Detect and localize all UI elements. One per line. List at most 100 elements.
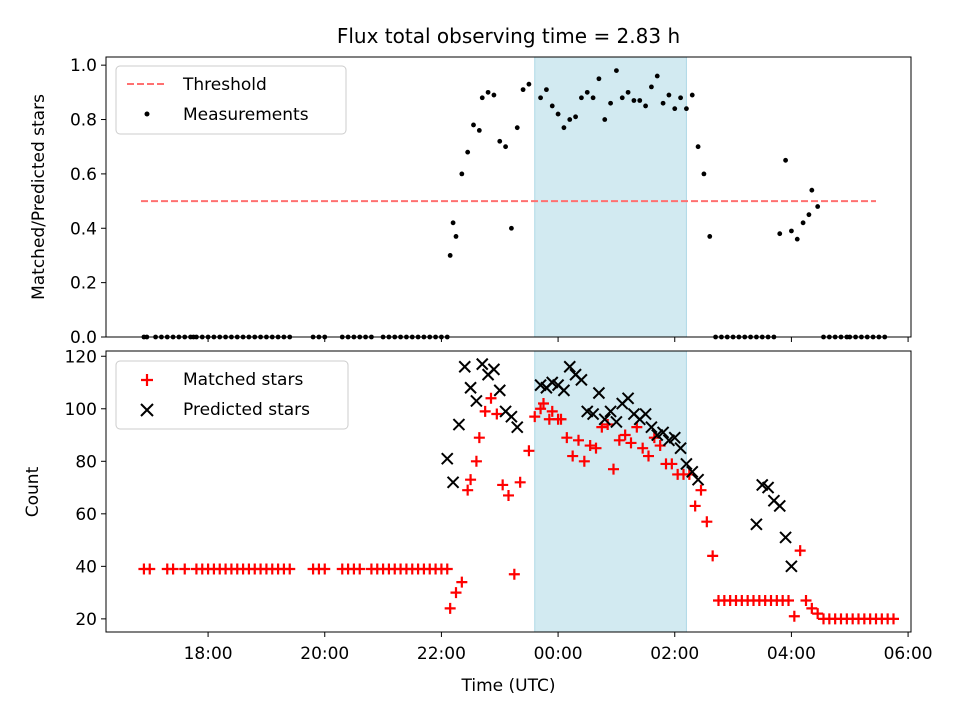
- predicted-stars-point: [639, 407, 652, 421]
- predicted-stars-point: [761, 481, 775, 494]
- matched-stars-point: [707, 550, 719, 562]
- measurement-point: [660, 100, 666, 106]
- matched-stars-point: [590, 442, 602, 454]
- matched-stars-point: [144, 563, 156, 575]
- x-tick-label: 02:00: [650, 644, 699, 664]
- bottom-observing-window-layer: [534, 350, 687, 633]
- measurement-point: [509, 225, 514, 231]
- bottom-legend-box: [115, 360, 349, 430]
- matched-stars-point: [625, 437, 637, 449]
- predicted-stars-point: [604, 405, 617, 418]
- bottom-y-tick-label: 20: [75, 610, 97, 630]
- measurement-point: [573, 114, 578, 120]
- matched-stars-point: [794, 545, 806, 557]
- bottom-y-axis-label: Count: [23, 466, 43, 517]
- measurement-point: [614, 68, 619, 73]
- predicted-stars-point: [691, 473, 705, 486]
- measurement-point: [631, 98, 637, 103]
- predicted-stars-point: [441, 452, 454, 465]
- matched-stars-point: [567, 450, 579, 462]
- matched-stars-point: [546, 405, 558, 417]
- measurement-point: [590, 95, 596, 101]
- top-observing-window-layer: [534, 56, 687, 338]
- measurement-point: [602, 117, 608, 122]
- top-y-tick-label: 0.8: [70, 111, 97, 131]
- predicted-stars-point: [470, 394, 483, 408]
- measurement-point: [800, 220, 806, 226]
- matched-stars-point: [806, 602, 818, 614]
- matched-stars-point: [584, 440, 596, 452]
- bottom-y-tick-label: 100: [65, 400, 97, 420]
- matched-stars-point: [441, 563, 453, 575]
- predicted-stars-point: [680, 457, 693, 471]
- measurement-point: [689, 92, 695, 98]
- matched-stars-point: [888, 613, 899, 625]
- measurement-point: [707, 234, 713, 239]
- matched-stars-point: [465, 474, 477, 486]
- matched-stars-point: [783, 594, 794, 606]
- matched-stars-point: [812, 608, 824, 620]
- predicted-stars-point: [668, 431, 681, 444]
- predicted-stars-legend-label: Predicted stars: [183, 400, 310, 420]
- top-legend: Threshold Measurements: [115, 65, 347, 135]
- matched-stars-point: [689, 500, 701, 512]
- measurement-point: [453, 234, 459, 239]
- top-y-tick-label: 0.0: [70, 328, 97, 348]
- measurement-point: [447, 253, 453, 258]
- matched-stars-point: [456, 576, 468, 588]
- matched-stars-point: [444, 602, 456, 614]
- measurement-point: [809, 187, 815, 193]
- measurement-point: [649, 84, 654, 90]
- measurement-point: [625, 89, 631, 95]
- top-y-axis-label: Matched/Predicted stars: [29, 94, 49, 300]
- measurement-point: [538, 95, 543, 101]
- predicted-stars-point: [464, 381, 477, 394]
- measurement-point: [485, 89, 491, 95]
- measurement-point: [561, 125, 567, 131]
- top-observing-window-band: [534, 56, 687, 338]
- matched-stars-point: [473, 432, 485, 444]
- matched-stars-point: [497, 479, 509, 491]
- matched-stars-point: [354, 563, 366, 575]
- matched-stars-point: [637, 442, 649, 454]
- predicted-stars-point: [656, 426, 670, 439]
- matched-stars-point: [284, 563, 296, 575]
- measurement-point: [777, 231, 783, 237]
- predicted-stars-point: [446, 476, 460, 489]
- bottom-y-tick-label: 80: [75, 452, 97, 472]
- matched-stars-point: [578, 455, 590, 467]
- measurement-point: [479, 95, 485, 101]
- measurement-point: [643, 103, 648, 109]
- predicted-stars-point: [575, 373, 588, 387]
- count-points-layer: [138, 357, 899, 625]
- measurement-point: [596, 76, 602, 82]
- predicted-stars-legend-marker: [140, 403, 154, 417]
- measurements-legend-marker: [144, 111, 150, 117]
- measurement-point: [471, 122, 476, 128]
- matched-stars-point: [462, 484, 474, 496]
- predicted-stars-point: [645, 420, 658, 434]
- matched-stars-point: [508, 568, 520, 580]
- predicted-stars-point: [487, 363, 501, 376]
- predicted-stars-point: [674, 441, 687, 455]
- top-axes: 0.0 0.2 0.4 0.6 0.8 1.0: [70, 56, 909, 348]
- predicted-stars-point: [610, 415, 623, 429]
- bottom-legend: Matched stars Predicted stars: [115, 360, 349, 430]
- measurement-point: [514, 125, 520, 131]
- matched-stars-point: [470, 455, 482, 467]
- matched-stars-point: [643, 450, 654, 462]
- predicted-stars-point: [750, 518, 763, 531]
- predicted-stars-point: [476, 357, 489, 371]
- measurement-point: [701, 171, 707, 177]
- matched-stars-point: [319, 563, 331, 575]
- matched-stars-point: [701, 516, 713, 528]
- measurement-point: [637, 98, 643, 103]
- predicted-stars-point: [511, 420, 524, 434]
- predicted-stars-point: [452, 418, 466, 431]
- matched-stars-legend-label: Matched stars: [183, 370, 303, 390]
- predicted-stars-point: [493, 384, 506, 397]
- bottom-axes: 20 40 60 80 100 120 18:00 20:00 22:00 00:00 02:00 0…: [65, 347, 933, 664]
- matched-stars-point: [491, 408, 503, 420]
- measurement-point: [678, 95, 683, 101]
